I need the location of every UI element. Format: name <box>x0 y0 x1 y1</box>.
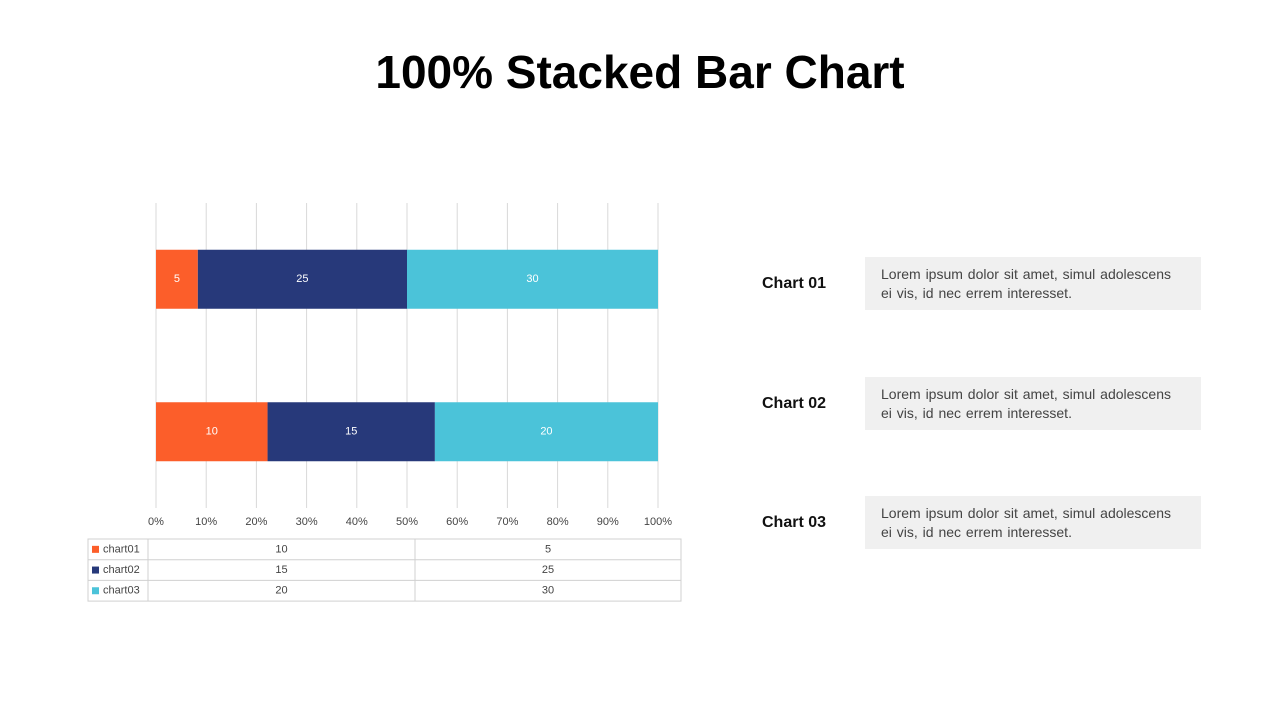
table-value: 30 <box>542 585 554 597</box>
x-tick-label: 60% <box>446 516 468 528</box>
note-text: Lorem ipsum dolor sit amet, simul adoles… <box>865 496 1201 549</box>
x-tick-label: 90% <box>597 516 619 528</box>
table-value: 20 <box>275 585 287 597</box>
legend-swatch <box>92 587 99 595</box>
table-value: 5 <box>545 543 551 555</box>
legend-label: chart01 <box>103 543 140 555</box>
chart-title: 100% Stacked Bar Chart <box>375 46 904 98</box>
bar-segment <box>407 249 658 309</box>
x-tick-label: 80% <box>547 516 569 528</box>
legend-label: chart02 <box>103 564 140 576</box>
x-tick-label: 100% <box>644 516 672 528</box>
data-label: 25 <box>296 273 308 285</box>
note-label: Chart 03 <box>761 514 827 531</box>
bar-segment <box>156 402 268 462</box>
x-tick-label: 30% <box>296 516 318 528</box>
legend-swatch <box>92 566 99 574</box>
bar-segment <box>267 402 435 462</box>
data-table: chart01 10 5 chart02 15 25 chart03 20 30 <box>87 538 682 602</box>
x-tick-label: 20% <box>245 516 267 528</box>
table-border <box>87 538 682 602</box>
legend-swatch <box>92 545 99 553</box>
data-label: 5 <box>174 273 180 285</box>
x-tick-label: 50% <box>396 516 418 528</box>
table-value: 10 <box>275 543 287 555</box>
note-label: Chart 02 <box>761 395 827 412</box>
note-text: Lorem ipsum dolor sit amet, simul adoles… <box>865 257 1201 310</box>
table-value: 15 <box>275 564 287 576</box>
bar-segment <box>434 402 658 462</box>
x-tick-label: 0% <box>148 516 164 528</box>
x-tick-label: 10% <box>195 516 217 528</box>
data-label: 10 <box>206 426 218 438</box>
data-label: 20 <box>540 426 552 438</box>
note-label: Chart 01 <box>761 275 827 292</box>
bar-segment <box>197 249 407 309</box>
bar-segment <box>156 249 198 309</box>
note-text: Lorem ipsum dolor sit amet, simul adoles… <box>865 377 1201 430</box>
x-tick-label: 70% <box>496 516 518 528</box>
legend-label: chart03 <box>103 585 140 597</box>
data-label: 30 <box>526 273 538 285</box>
x-tick-label: 40% <box>346 516 368 528</box>
data-label: 15 <box>345 426 357 438</box>
table-value: 25 <box>542 564 554 576</box>
